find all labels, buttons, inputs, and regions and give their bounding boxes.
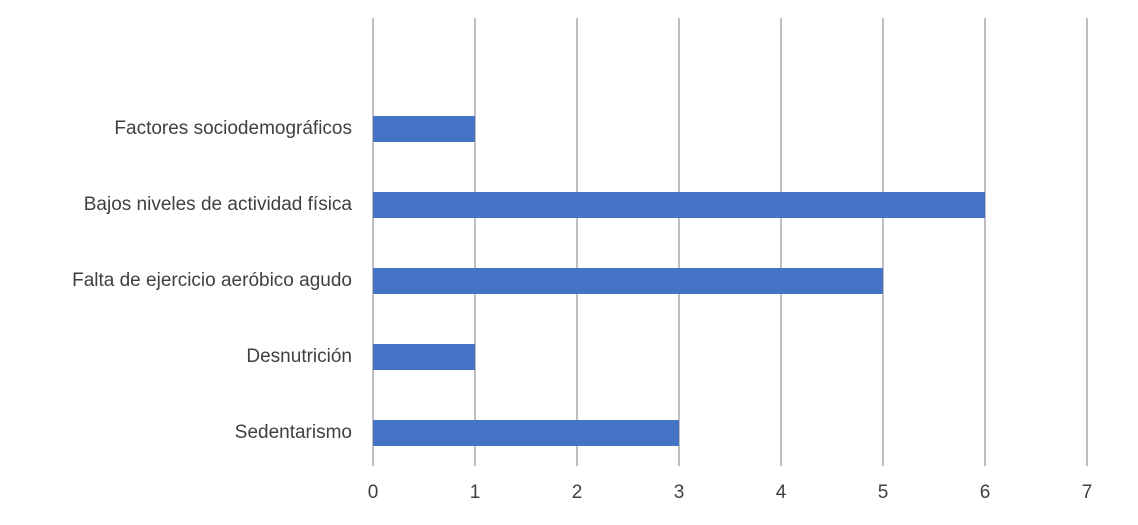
bar [373,344,475,370]
y-tick-label: Desnutrición [246,346,352,367]
bar [373,116,475,142]
y-tick-label: Falta de ejercicio aeróbico agudo [72,270,352,291]
bar [373,420,679,446]
x-tick-label: 0 [368,482,379,503]
x-tick-label: 1 [470,482,481,503]
x-tick-label: 4 [776,482,787,503]
x-tick-label: 7 [1082,482,1093,503]
x-tick-label: 3 [674,482,685,503]
y-tick-label: Sedentarismo [235,422,352,443]
bar [373,268,883,294]
x-tick-label: 2 [572,482,583,503]
y-tick-label: Bajos niveles de actividad física [84,194,353,215]
y-tick-label: Factores sociodemográficos [114,118,352,139]
bar [373,192,985,218]
x-tick-label: 5 [878,482,889,503]
x-tick-label: 6 [980,482,991,503]
